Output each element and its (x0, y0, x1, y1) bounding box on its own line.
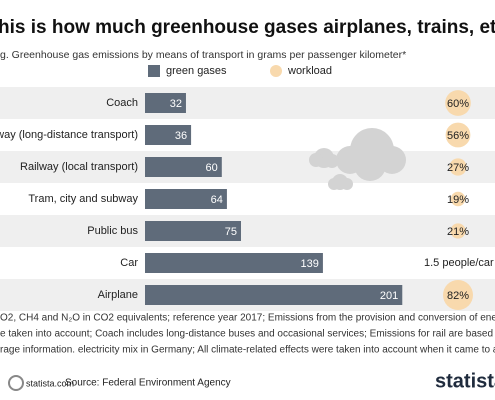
category-label: Railway (local transport) (20, 161, 138, 173)
legend-swatch (148, 65, 160, 77)
bar (145, 189, 227, 209)
bar (145, 93, 186, 113)
bar (145, 221, 241, 241)
site: statista.com (26, 378, 74, 388)
workload-label: 82% (447, 290, 469, 302)
footnote: rage information. electricity mix in Ger… (0, 345, 495, 356)
chart-title: his is how much greenhouse gases airplan… (0, 17, 495, 38)
category-label: Coach (106, 97, 138, 109)
value-label: 64 (211, 194, 223, 206)
bar (145, 125, 192, 145)
chart-subtitle: g. Greenhouse gas emissions by means of … (0, 49, 406, 61)
category-label: Public bus (87, 225, 138, 237)
value-label: 32 (170, 98, 182, 110)
car-note: 1.5 people/car (424, 257, 494, 269)
footnote: O2, CH4 and N₂O in CO2 equivalents; refe… (0, 313, 495, 324)
legend-label: green gases (166, 65, 227, 77)
rows (0, 87, 495, 311)
bar (145, 157, 222, 177)
workload-label: 56% (447, 130, 469, 142)
brand: statista (435, 370, 495, 392)
legend-label: workload (287, 65, 332, 77)
workload-circle (443, 280, 473, 310)
footnote: e taken into account; Coach includes lon… (0, 329, 495, 340)
value-label: 139 (301, 258, 319, 270)
workload-circle (445, 122, 471, 148)
logo-icon (8, 375, 24, 391)
value-label: 36 (175, 130, 187, 142)
row-band (0, 151, 495, 183)
workload-label: 60% (447, 98, 469, 110)
legend-swatch (270, 65, 282, 77)
value-label: 75 (225, 226, 237, 238)
row-band (0, 215, 495, 247)
source: Source: Federal Environment Agency (65, 378, 231, 389)
category-label: Car (120, 257, 138, 269)
workload-label: 21% (447, 226, 469, 238)
value-label: 60 (206, 162, 218, 174)
workload-circle (450, 191, 466, 207)
bar (145, 253, 323, 273)
category-label: Airplane (98, 289, 138, 301)
category-label: lway (long-distance transport) (0, 129, 138, 141)
workload-circle (445, 90, 471, 116)
workload-label: 19% (447, 194, 469, 206)
bar (145, 285, 403, 305)
foreground: green gases workload Coach 32 60% lway (long-… (0, 65, 495, 356)
category-label: Tram, city and subway (28, 193, 138, 205)
workload-label: 27% (447, 162, 469, 174)
clouds (309, 128, 406, 190)
workload-circle (449, 158, 467, 176)
value-label: 201 (380, 290, 398, 302)
row-band (0, 87, 495, 119)
workload-circle (450, 223, 466, 239)
